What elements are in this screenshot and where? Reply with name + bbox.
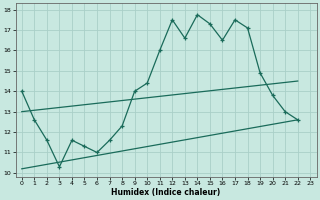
X-axis label: Humidex (Indice chaleur): Humidex (Indice chaleur) (111, 188, 221, 197)
